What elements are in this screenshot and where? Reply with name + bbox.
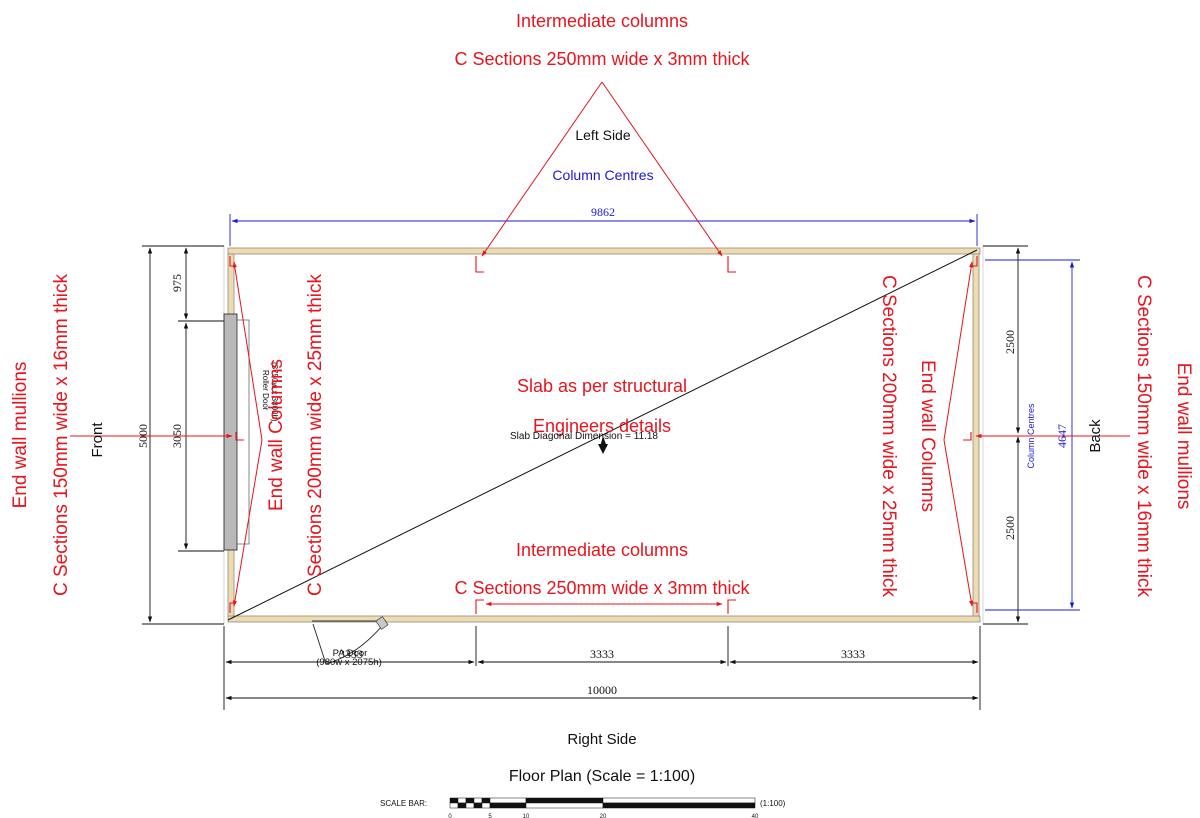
dimension-4647: 4647 — [1055, 424, 1069, 448]
scale-bar-segment — [602, 802, 756, 809]
end-wall-columns-left-label: End wall Columns — [266, 359, 287, 511]
scale-bar-segment — [489, 797, 527, 804]
scale-bar-cell — [481, 802, 491, 809]
roller-door-panel — [223, 313, 238, 551]
left-side-label: Left Side — [575, 127, 630, 143]
scale-ratio: (1:100) — [760, 799, 786, 808]
scale-bar-cell — [465, 797, 475, 804]
wall-back — [972, 253, 980, 617]
scale-bar-cell — [465, 802, 475, 809]
wall-left-side — [227, 247, 981, 255]
back-label: Back — [1087, 419, 1104, 453]
dimension-975: 975 — [170, 274, 184, 292]
dimension-9862: 9862 — [591, 205, 615, 219]
dimension-2500-bottom: 2500 — [1003, 516, 1017, 540]
intermediate-columns-top-label: Intermediate columns — [516, 11, 688, 31]
scale-bar-tick-label: 10 — [523, 814, 530, 818]
right-side-label: Right Side — [567, 731, 636, 748]
scale-bar-tick-label: 40 — [752, 814, 759, 818]
column-centre-dimensions — [229, 214, 1080, 611]
scale-bar-cell — [449, 802, 459, 809]
c-sections-200-right-label: C Sections 200mm wide x 25mm thick — [878, 275, 899, 598]
slab-label-line2: Engineers details — [533, 416, 671, 436]
scale-bar-segment — [525, 802, 604, 809]
dimension-10000: 10000 — [587, 683, 617, 697]
scale-bar-label: SCALE BAR: — [380, 799, 427, 808]
floor-plan-title: Floor Plan (Scale = 1:100) — [509, 768, 695, 785]
scale-bar-tick-label: 5 — [488, 814, 492, 818]
column-marker — [235, 432, 244, 441]
c-sections-200-left-label: C Sections 200mm wide x 25mm thick — [305, 273, 326, 596]
column-marker — [475, 599, 484, 614]
end-wall-mullions-right-label: End wall mullions — [1173, 363, 1194, 510]
scale-bar: SCALE BAR: (1:100) 0 5 10 20 40 — [380, 797, 786, 818]
roller-door-label: Roller Door — [261, 370, 270, 411]
scale-bar-segment — [525, 797, 604, 804]
c-sections-150-right-label: C Sections 150mm wide x 16mm thick — [1133, 275, 1154, 598]
c-sections-bottom-label: C Sections 250mm wide x 3mm thick — [454, 578, 750, 598]
column-marker — [963, 432, 972, 441]
scale-bar-cell — [457, 797, 467, 804]
end-wall-columns-right-label: End wall Columns — [917, 360, 938, 512]
column-marker — [727, 599, 736, 614]
end-wall-mullions-left-label: End wall mullions — [10, 362, 31, 509]
scale-bar-segment — [489, 802, 527, 809]
column-marker — [475, 256, 484, 273]
dimension-5000: 5000 — [136, 424, 150, 448]
scale-bar-segment — [602, 797, 756, 804]
column-marker — [727, 256, 736, 273]
wall-right-side — [227, 615, 981, 623]
dimension-2500-top: 2500 — [1003, 330, 1017, 354]
intermediate-columns-bottom-label: Intermediate columns — [516, 540, 688, 560]
scale-bar-cell — [449, 797, 459, 804]
slab-diagonal — [227, 249, 978, 621]
column-centres-right-label: Column Centres — [1026, 403, 1036, 469]
dimension-3333-b: 3333 — [590, 647, 614, 661]
annotations: Intermediate columns C Sections 250mm wi… — [10, 11, 1194, 785]
scale-bar-cell — [473, 802, 483, 809]
scale-bar-ticks: 0 5 10 20 40 — [448, 814, 759, 818]
c-sections-150-left-label: C Sections 150mm wide x 16mm thick — [51, 273, 72, 596]
column-centres-top-label: Column Centres — [552, 167, 653, 183]
scale-bar-cell — [473, 797, 483, 804]
slab-label-line1: Slab as per structural — [517, 376, 687, 396]
scale-bar-cell — [481, 797, 491, 804]
dimension-lines — [142, 245, 1028, 710]
dimension-3333-c: 3333 — [841, 647, 865, 661]
pa-door-label: PA Door — [333, 648, 368, 659]
front-label: Front — [89, 422, 106, 458]
leader-lines — [70, 81, 1130, 607]
roller-door-size: (3750w x 3000h) — [270, 362, 279, 422]
scale-bar-tick-label: 0 — [448, 814, 452, 818]
dimension-3333-a: 3333 — [339, 647, 363, 661]
scale-bar-tick-label: 20 — [600, 814, 607, 818]
scale-bar-cell — [457, 802, 467, 809]
slab-diagonal-dimension: Slab Diagonal Dimension = 11.18 — [510, 431, 658, 442]
scale-bar-graphic — [449, 797, 756, 809]
dimension-3050: 3050 — [170, 424, 184, 448]
c-sections-top-label: C Sections 250mm wide x 3mm thick — [454, 49, 750, 69]
